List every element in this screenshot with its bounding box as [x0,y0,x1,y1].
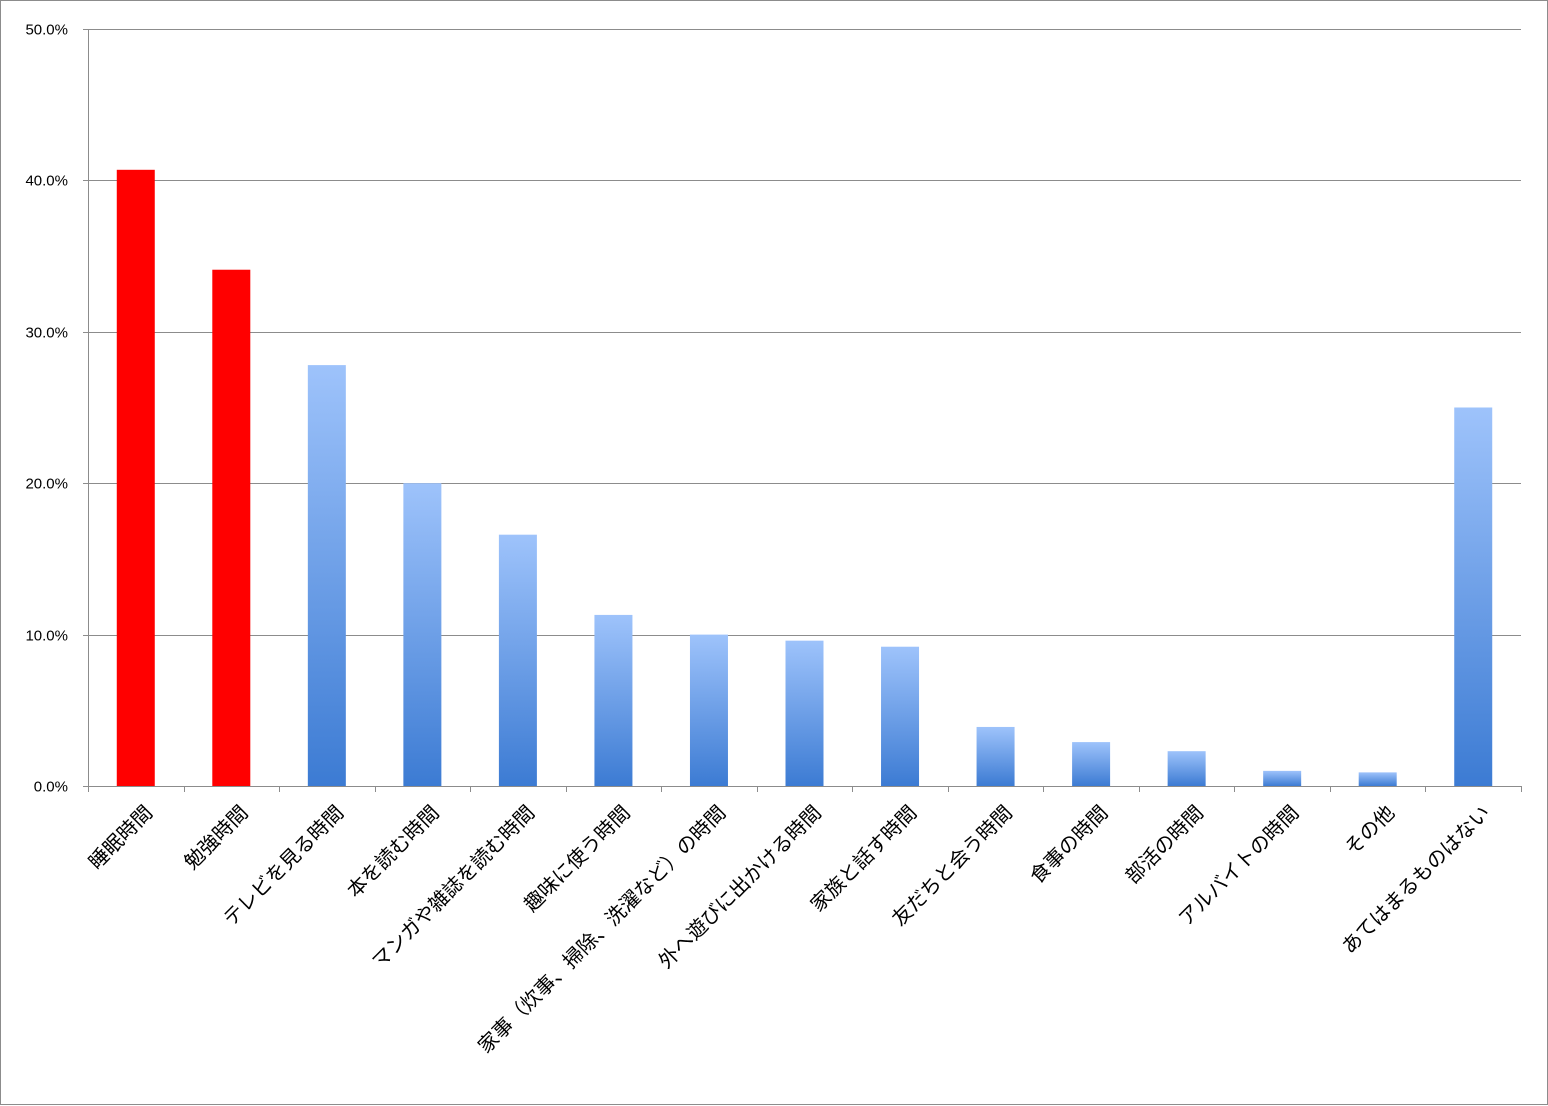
y-tick-label: 20.0% [25,476,68,493]
x-category-label: 食事の時間 [1025,800,1113,888]
y-tick-label: 40.0% [25,173,68,190]
y-tick-label: 10.0% [25,628,68,645]
bar [976,726,1015,786]
y-tick-labels: 0.0% 10.0% 20.0% 30.0% 40.0% 50.0% [25,22,68,796]
axes [83,29,1522,792]
bar [785,640,824,786]
y-tick-label: 50.0% [25,22,68,39]
x-category-label: その他 [1340,800,1399,859]
bar [594,614,633,786]
y-tick-label: 30.0% [25,325,68,342]
x-category-label: 勉強時間 [179,800,253,874]
bar [1072,742,1111,786]
x-category-label: 睡眠時間 [84,800,158,874]
bar [498,534,537,786]
y-tick-label: 0.0% [34,779,68,796]
bar [1263,770,1302,786]
bar [881,646,920,786]
bar [689,634,728,786]
x-category-label: マンガや雑誌を読む時間 [367,800,540,973]
x-category-labels: 睡眠時間 勉強時間テレビを見る時間本を読む時間マンガや雑誌を読む時間趣味に使う時間… [84,800,1495,1057]
bar [403,483,442,786]
bars [116,169,1493,786]
bar [1454,407,1493,786]
bar [1358,772,1397,786]
bar [307,365,346,786]
x-category-label: 部活の時間 [1120,800,1208,888]
x-category-label: 本を読む時間 [342,800,444,902]
bar [212,269,251,786]
gridlines [88,29,1521,636]
x-category-label: 外へ遊びに出かける時間 [653,800,826,973]
bar [116,169,155,786]
bar [1167,751,1206,786]
